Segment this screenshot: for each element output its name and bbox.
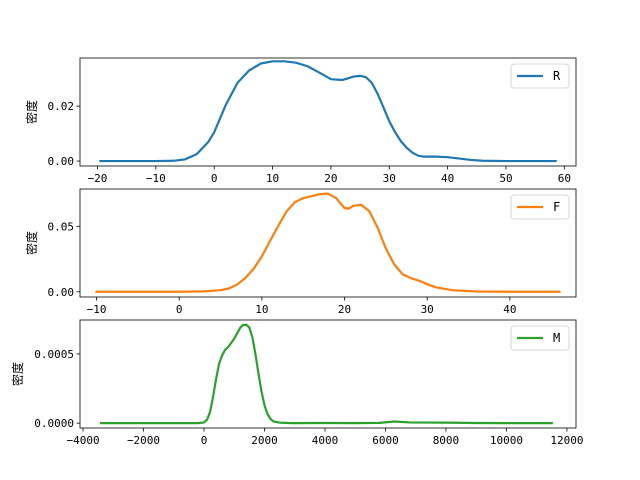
x-tick-label: −10	[146, 172, 166, 185]
x-tick-label: 10	[255, 303, 268, 316]
x-tick-label: −20	[88, 172, 108, 185]
y-tick-label: 0.00	[48, 286, 75, 299]
x-tick-label: −2000	[127, 434, 160, 447]
legend-label: F	[553, 200, 560, 214]
series-line-r	[99, 60, 557, 163]
x-tick-label: 20	[324, 172, 337, 185]
x-tick-label: 12000	[550, 434, 583, 447]
legend: M	[510, 325, 570, 351]
legend: F	[510, 194, 570, 220]
x-tick-label: 8000	[433, 434, 460, 447]
y-axis-label: 密度	[24, 231, 39, 255]
y-axis-label: 密度	[24, 100, 39, 124]
axes-frame	[79, 188, 577, 298]
x-tick-label: 30	[383, 172, 396, 185]
series-line-m	[100, 323, 553, 425]
series-line-f	[95, 192, 561, 293]
x-tick-label: 10	[266, 172, 279, 185]
x-tick-label: 50	[499, 172, 512, 185]
x-tick-label: 40	[441, 172, 454, 185]
x-tick-label: 40	[503, 303, 516, 316]
x-tick-label: −4000	[66, 434, 99, 447]
subplot-3: −4000 −2000 0 2000 4000 6000 8000 10000 12000 0.0…	[10, 319, 583, 447]
y-tick-label: 0.0000	[34, 417, 74, 430]
legend-label: M	[553, 331, 560, 345]
x-tick-label: 6000	[372, 434, 399, 447]
x-tick-label: 60	[558, 172, 571, 185]
x-tick-label: 2000	[251, 434, 278, 447]
y-tick-label: 0.0005	[34, 348, 74, 361]
y-tick-label: 0.02	[48, 100, 75, 113]
x-tick-label: 10000	[490, 434, 523, 447]
subplot-2: −10 0 10 20 30 40 0.00 0.05 密度 F	[24, 188, 577, 316]
axes-frame	[79, 319, 577, 429]
x-tick-label: −10	[87, 303, 107, 316]
y-tick-label: 0.05	[48, 220, 75, 233]
y-axis-label: 密度	[10, 362, 25, 386]
legend-label: R	[553, 69, 561, 83]
subplot-1: −20 −10 0 10 20 30 40 50 60 0.00 0.02 密度 R	[24, 57, 577, 185]
x-tick-label: 20	[338, 303, 351, 316]
x-tick-label: 30	[421, 303, 434, 316]
x-tick-label: 0	[211, 172, 218, 185]
axes-frame	[79, 57, 577, 167]
x-tick-label: 4000	[312, 434, 339, 447]
x-tick-label: 0	[176, 303, 183, 316]
x-tick-label: 0	[201, 434, 208, 447]
y-tick-label: 0.00	[48, 155, 75, 168]
legend: R	[510, 63, 570, 89]
